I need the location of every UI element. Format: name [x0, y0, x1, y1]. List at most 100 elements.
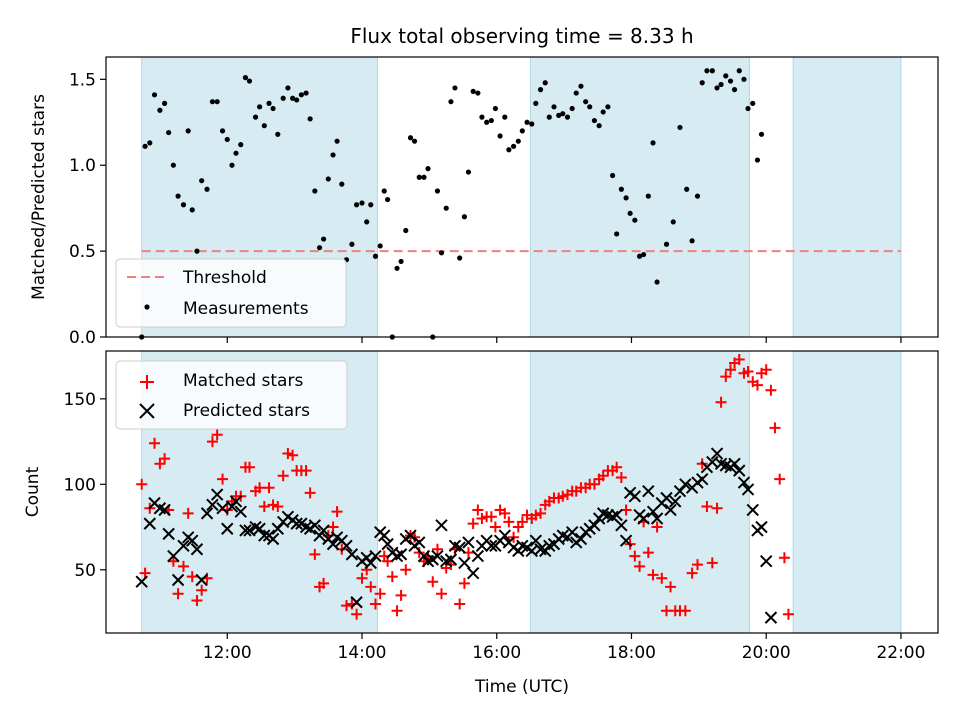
predicted-star-point	[253, 522, 266, 535]
predicted-star-point	[696, 472, 709, 486]
matched-star-point	[318, 577, 330, 589]
measurement-point	[475, 90, 481, 96]
predicted-stars-points	[135, 447, 778, 624]
predicted-star-point	[350, 596, 363, 609]
measurement-point	[663, 241, 670, 247]
measurement-point	[359, 200, 365, 206]
predicted-star-point	[190, 543, 204, 556]
predicted-star-point	[378, 529, 391, 542]
matched-star-point	[588, 478, 600, 490]
predicted-star-point	[710, 447, 724, 460]
measurement-point	[758, 131, 765, 137]
measurement-point	[214, 99, 220, 105]
predicted-star-point	[271, 522, 284, 535]
measurement-point	[736, 68, 742, 74]
matched-star-point	[769, 422, 781, 434]
measurement-point	[233, 150, 239, 156]
measurement-point	[610, 172, 616, 179]
matched-star-point	[557, 490, 569, 502]
predicted-star-point	[234, 505, 247, 518]
predicted-star-point	[390, 549, 404, 563]
measurement-point	[185, 128, 191, 134]
ratio-x-ticks	[226, 337, 902, 343]
measurement-point	[339, 181, 345, 187]
legend-measurements-swatch	[144, 304, 150, 310]
matched-star-point	[720, 371, 732, 383]
matched-star-point	[489, 521, 501, 533]
matched-star-point	[476, 512, 488, 524]
predicted-star-point	[435, 519, 448, 532]
measurement-point	[641, 251, 647, 258]
legend-measurements-label: Measurements	[183, 299, 309, 319]
measurement-point	[142, 143, 148, 149]
matched-star-point	[656, 572, 668, 584]
measurement-point	[398, 258, 404, 265]
measurement-point	[614, 231, 620, 237]
ratio-y-axis: 0.0 0.5 1.0 1.5	[69, 70, 106, 348]
measurement-point	[266, 100, 272, 106]
matched-star-point	[400, 564, 412, 576]
predicted-star-point	[471, 549, 485, 563]
y-tick-label: 0.0	[69, 328, 96, 348]
measurement-point	[684, 186, 690, 192]
predicted-star-point	[755, 520, 768, 534]
measurement-point	[470, 88, 476, 94]
ratio-legend: Threshold Measurements	[115, 258, 347, 328]
measurement-point	[316, 245, 323, 251]
predicted-star-point	[162, 527, 175, 541]
matched-star-point	[711, 502, 723, 514]
measurement-point	[425, 166, 431, 172]
predicted-star-point	[135, 575, 148, 588]
measurement-point	[670, 219, 676, 225]
measurement-point	[718, 81, 724, 88]
matched-star-point	[327, 521, 339, 533]
measurement-point	[157, 107, 163, 113]
measurement-point	[407, 135, 414, 141]
matched-star-point	[191, 595, 203, 607]
measurement-point	[709, 68, 715, 74]
observing-interval-band	[792, 350, 902, 634]
predicted-star-point	[615, 519, 628, 532]
measurement-point	[745, 105, 751, 112]
measurement-point	[372, 253, 379, 259]
predicted-star-point	[210, 488, 224, 501]
predicted-star-point	[186, 534, 199, 547]
matched-star-point	[725, 364, 737, 376]
measurement-point	[731, 87, 738, 93]
predicted-star-point	[317, 524, 330, 537]
measurement-point	[515, 138, 521, 144]
measurement-point	[166, 129, 172, 136]
predicted-star-point	[195, 573, 208, 587]
chart-title: Flux total observing time = 8.33 h	[350, 24, 693, 48]
predicted-star-point	[171, 573, 185, 587]
matched-star-point	[467, 518, 479, 530]
measurement-point	[438, 250, 445, 256]
measurement-point	[443, 205, 449, 211]
predicted-star-point	[404, 529, 417, 542]
predicted-star-point	[431, 549, 444, 563]
measurement-point	[229, 162, 235, 168]
measurement-point	[364, 219, 370, 225]
matched-star-point	[691, 559, 703, 571]
matched-star-point	[615, 471, 627, 483]
measurement-point	[242, 75, 249, 81]
measurement-point	[551, 104, 557, 110]
matched-star-point	[304, 487, 316, 499]
measurement-point	[605, 104, 611, 110]
predicted-star-point	[345, 548, 359, 561]
predicted-star-point	[619, 534, 633, 547]
matched-star-point	[485, 511, 497, 523]
measurement-point	[465, 169, 472, 175]
predicted-star-point	[746, 503, 759, 517]
matched-star-point	[597, 470, 609, 482]
matched-star-point	[263, 482, 275, 494]
matched-star-point	[365, 581, 377, 593]
measurement-point	[199, 178, 205, 184]
measurement-point	[416, 174, 422, 180]
predicted-star-point	[290, 517, 303, 530]
predicted-star-point	[760, 555, 773, 568]
measurement-point	[645, 193, 651, 199]
matched-star-point	[149, 437, 161, 449]
measurement-point	[204, 186, 210, 192]
matched-star-point	[431, 543, 443, 555]
